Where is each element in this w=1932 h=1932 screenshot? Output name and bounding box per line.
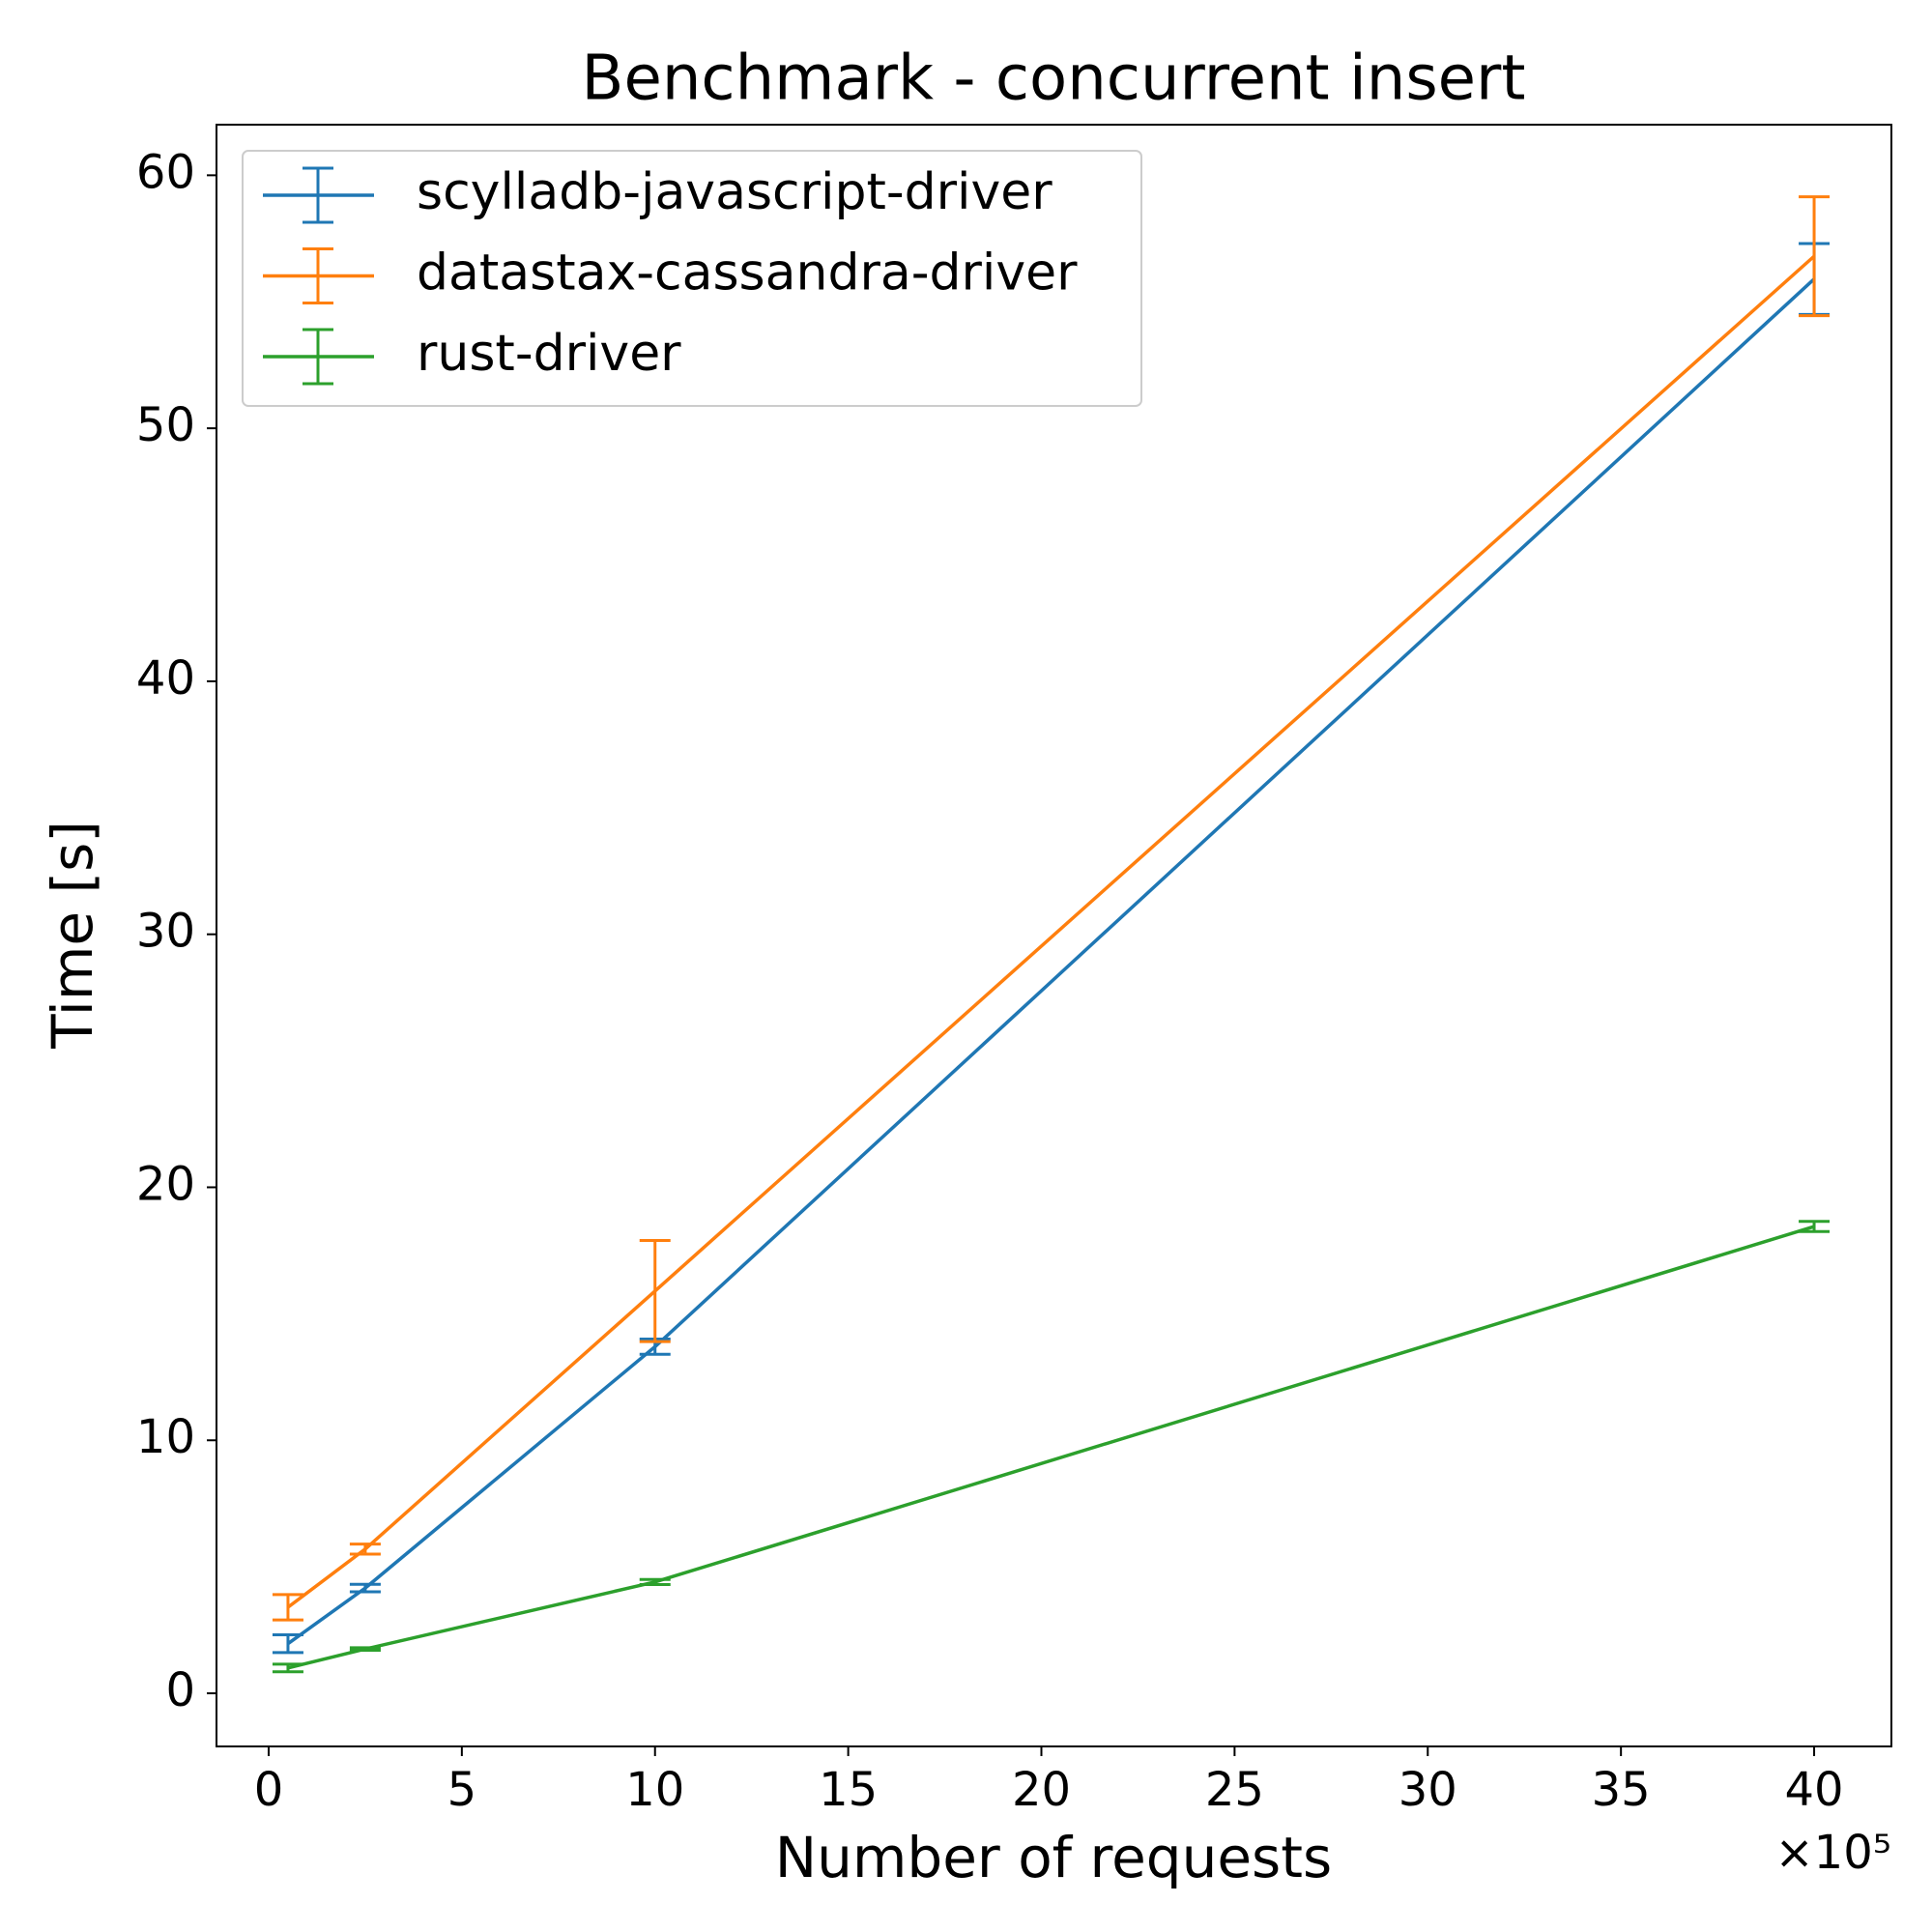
x-tick-label: 35 xyxy=(1592,1763,1651,1817)
error-bar xyxy=(272,1633,303,1655)
y-tick-label: 30 xyxy=(136,905,195,959)
error-bar xyxy=(639,1577,671,1586)
x-offset-label: ×10⁵ xyxy=(1774,1826,1891,1880)
series-line xyxy=(286,277,1816,1646)
error-bar xyxy=(1799,1220,1831,1233)
error-bar xyxy=(272,1662,303,1674)
y-tick-label: 60 xyxy=(136,145,195,199)
error-bar xyxy=(1799,195,1831,318)
x-tick-label: 15 xyxy=(819,1763,878,1817)
error-bar xyxy=(349,1582,381,1594)
x-tick-label: 0 xyxy=(254,1763,284,1817)
y-axis-label: Time [s] xyxy=(40,821,105,1050)
y-tick-label: 10 xyxy=(136,1410,195,1464)
x-tick-label: 40 xyxy=(1785,1763,1844,1817)
y-tick-label: 50 xyxy=(136,398,195,452)
x-tick-label: 20 xyxy=(1012,1763,1071,1817)
error-bar xyxy=(272,1593,303,1622)
x-tick-label: 30 xyxy=(1399,1763,1457,1817)
series-line xyxy=(286,254,1816,1609)
legend-label: rust-driver xyxy=(417,325,681,383)
y-tick-label: 0 xyxy=(165,1663,195,1717)
error-bar xyxy=(639,1238,671,1343)
legend-box xyxy=(242,150,1142,407)
error-bar xyxy=(349,1543,381,1556)
legend-label: scylladb-javascript-driver xyxy=(417,163,1053,221)
error-bar xyxy=(349,1646,381,1653)
x-axis-label: Number of requests xyxy=(775,1825,1332,1890)
legend-label: datastax-cassandra-driver xyxy=(417,245,1078,303)
x-tick-label: 5 xyxy=(447,1763,477,1817)
y-tick-label: 20 xyxy=(136,1157,195,1211)
plot-frame xyxy=(216,124,1892,1747)
chart-title: Benchmark - concurrent insert xyxy=(582,43,1526,115)
x-tick-label: 10 xyxy=(625,1763,684,1817)
y-tick-label: 40 xyxy=(136,651,195,706)
series-line xyxy=(287,1225,1815,1670)
x-tick-label: 25 xyxy=(1205,1763,1264,1817)
